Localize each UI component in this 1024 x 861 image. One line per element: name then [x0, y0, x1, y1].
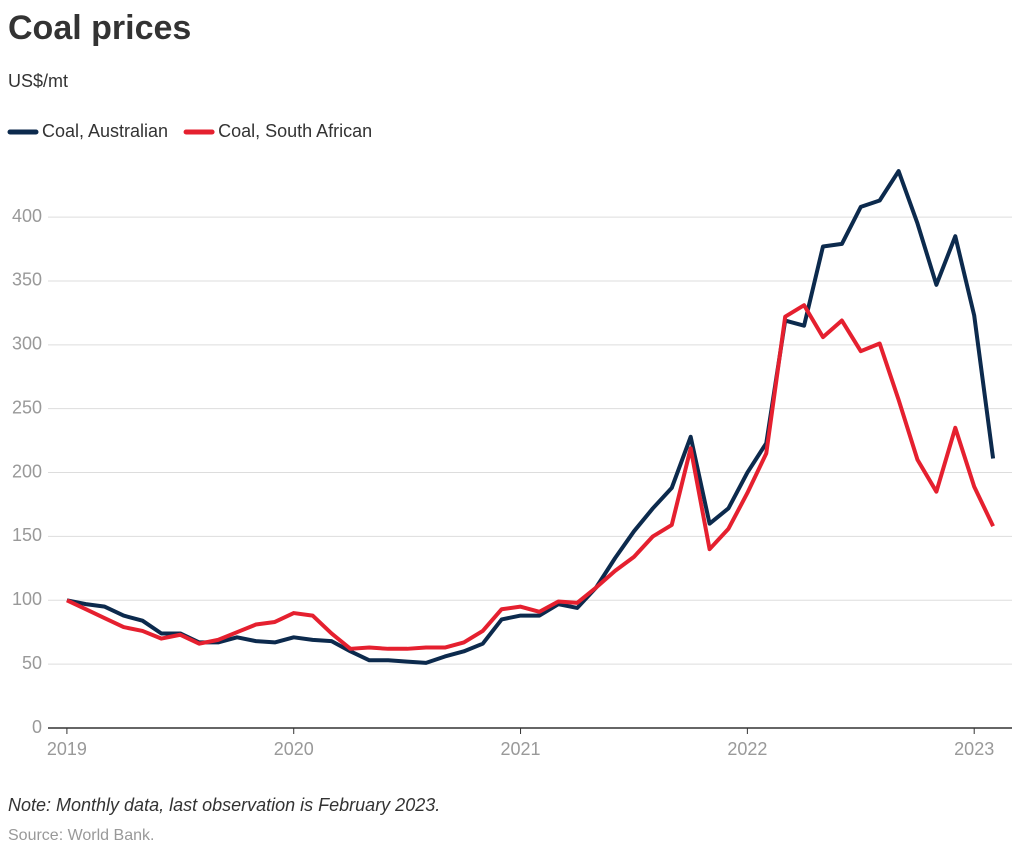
x-tick-label: 2019 — [47, 739, 87, 759]
y-tick-label: 150 — [12, 525, 42, 545]
series-line — [66, 169, 996, 665]
series-line — [66, 303, 995, 651]
x-tick-label: 2021 — [501, 739, 541, 759]
subtitle: US$/mt — [8, 71, 68, 91]
x-tick-label: 2020 — [274, 739, 314, 759]
note: Note: Monthly data, last observation is … — [8, 795, 440, 815]
y-tick-label: 100 — [12, 589, 42, 609]
x-tick-label: 2023 — [954, 739, 994, 759]
legend-label: Coal, Australian — [42, 121, 168, 141]
y-tick-label: 0 — [32, 717, 42, 737]
x-tick-label: 2022 — [727, 739, 767, 759]
y-tick-label: 50 — [22, 653, 42, 673]
y-tick-label: 250 — [12, 397, 42, 417]
chart-title: Coal prices — [8, 9, 191, 47]
legend-label: Coal, South African — [218, 121, 372, 141]
y-tick-label: 400 — [12, 206, 42, 226]
y-tick-label: 200 — [12, 461, 42, 481]
y-tick-label: 350 — [12, 270, 42, 290]
source: Source: World Bank. — [8, 827, 154, 844]
y-tick-label: 300 — [12, 334, 42, 354]
